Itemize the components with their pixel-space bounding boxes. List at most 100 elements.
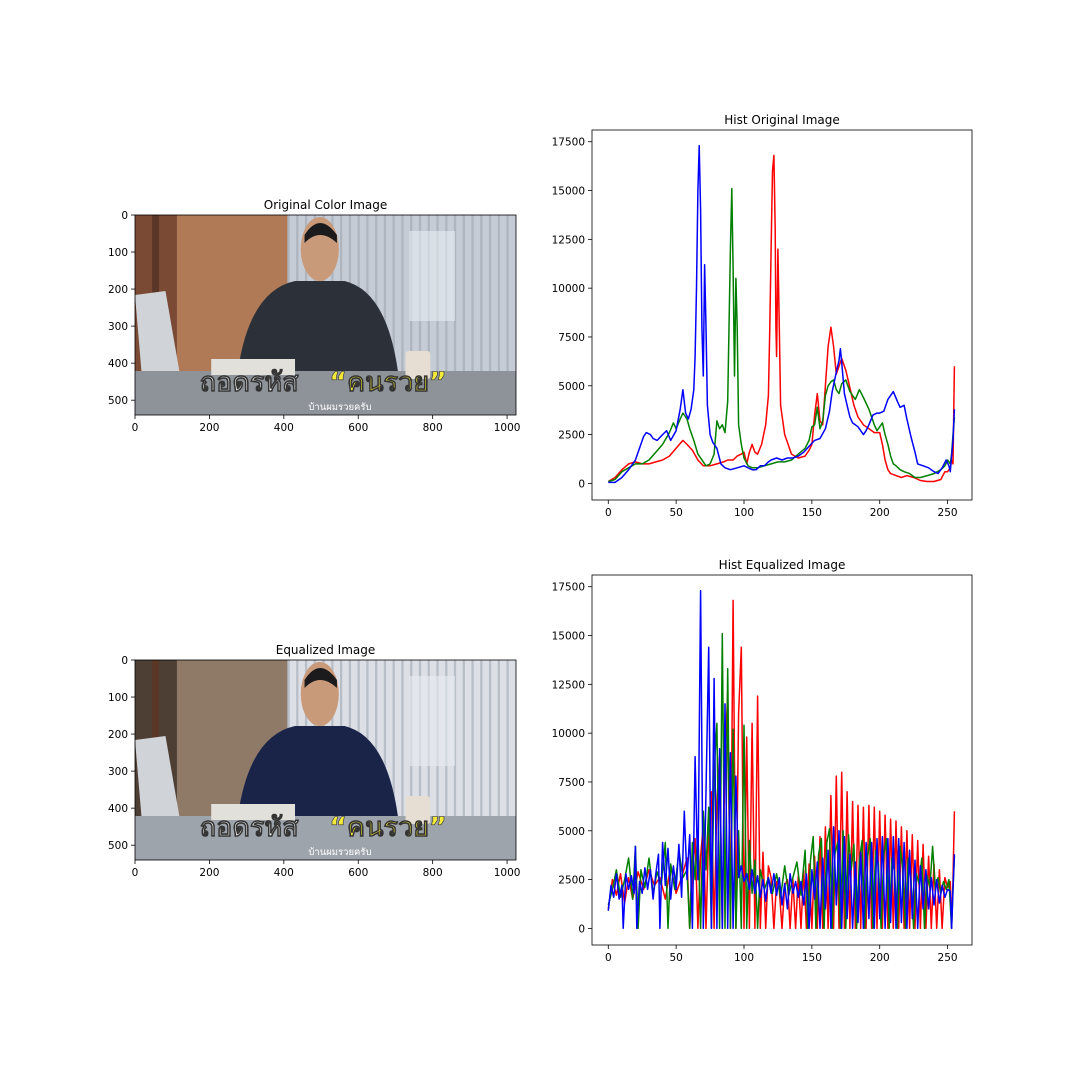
blind-slat	[462, 660, 465, 816]
mug	[405, 796, 431, 824]
x-tick-label: 0	[132, 422, 139, 434]
y-tick-label: 17500	[552, 137, 585, 149]
x-tick-label: 400	[274, 422, 294, 434]
x-tick-label: 250	[938, 952, 958, 964]
caption-main: ถอดรหัส	[200, 367, 299, 398]
y-tick-label: 12500	[552, 679, 585, 691]
x-tick-label: 150	[802, 507, 822, 519]
x-tick-label: 200	[199, 422, 219, 434]
series-line	[608, 144, 956, 484]
x-tick-label: 0	[132, 867, 139, 879]
x-tick-label: 800	[423, 867, 443, 879]
axes-title: Hist Equalized Image	[719, 558, 846, 572]
y-tick-label: 500	[108, 395, 128, 407]
blind-slat	[392, 660, 395, 816]
x-tick-label: 600	[348, 422, 368, 434]
caption-sub: บ้านผมรวยครับ	[308, 847, 371, 858]
y-tick-label: 400	[108, 358, 128, 370]
y-tick-label: 500	[108, 840, 128, 852]
y-tick-label: 100	[108, 247, 128, 259]
blind-slat	[506, 660, 509, 816]
photo: ถอดรหัส “คนรวย” บ้านผมรวยครับ	[135, 215, 516, 415]
blind-slat	[480, 660, 483, 816]
x-tick-label: 0	[605, 507, 612, 519]
y-tick-label: 0	[121, 210, 128, 222]
x-tick-label: 0	[605, 952, 612, 964]
caption-sub: บ้านผมรวยครับ	[308, 402, 371, 413]
blind-slat	[471, 215, 474, 371]
x-tick-label: 150	[802, 952, 822, 964]
y-tick-label: 7500	[558, 777, 585, 789]
blind-slat	[506, 215, 509, 371]
x-tick-label: 400	[274, 867, 294, 879]
x-tick-label: 1000	[494, 422, 521, 434]
x-tick-label: 100	[734, 952, 754, 964]
x-tick-label: 250	[938, 507, 958, 519]
y-tick-label: 7500	[558, 332, 585, 344]
photo: ถอดรหัส “คนรวย” บ้านผมรวยครับ	[135, 660, 516, 860]
series-line	[607, 154, 956, 483]
y-tick-label: 2500	[558, 430, 585, 442]
y-tick-label: 12500	[552, 234, 585, 246]
axes-title: Hist Original Image	[724, 113, 839, 127]
axes-title: Equalized Image	[276, 643, 376, 657]
blind-slat	[401, 660, 404, 816]
y-tick-label: 0	[578, 478, 585, 490]
axes-title: Original Color Image	[264, 198, 388, 212]
shirt	[237, 726, 398, 816]
axes-frame	[591, 574, 973, 946]
y-tick-label: 5000	[558, 826, 585, 838]
desk	[135, 371, 516, 415]
axes-frame	[591, 129, 973, 501]
caption-highlight: “คนรวย”	[329, 367, 447, 398]
laptop	[135, 736, 181, 830]
blind-slat	[366, 660, 369, 816]
blind-slat	[366, 215, 369, 371]
x-tick-label: 100	[734, 507, 754, 519]
shirt	[237, 281, 398, 371]
blind-slat	[497, 660, 500, 816]
blind-slat	[488, 215, 492, 371]
y-tick-label: 15000	[552, 631, 585, 643]
x-tick-label: 600	[348, 867, 368, 879]
caption-main: ถอดรหัส	[200, 812, 299, 843]
papers	[211, 804, 296, 820]
x-tick-label: 1000	[494, 867, 521, 879]
axes-frame	[134, 214, 517, 416]
x-tick-label: 50	[669, 507, 682, 519]
blind-slat	[462, 215, 465, 371]
x-tick-label: 200	[199, 867, 219, 879]
y-tick-label: 0	[578, 923, 585, 935]
x-tick-label: 200	[870, 507, 890, 519]
window-light	[409, 676, 456, 766]
axes-frame	[134, 659, 517, 861]
mug	[405, 351, 431, 379]
y-tick-label: 200	[108, 729, 128, 741]
histogram-panel: 0 50 100 150 200 2500250050007500100001250015…	[552, 558, 973, 964]
window-light	[409, 231, 456, 321]
laptop	[135, 291, 181, 385]
blind-slat	[375, 215, 378, 371]
y-tick-label: 300	[108, 321, 128, 333]
y-tick-label: 10000	[552, 728, 585, 740]
x-tick-label: 800	[423, 422, 443, 434]
y-tick-label: 10000	[552, 283, 585, 295]
blind-slat	[401, 215, 404, 371]
series-line	[607, 589, 956, 930]
y-tick-label: 17500	[552, 582, 585, 594]
y-tick-label: 0	[121, 655, 128, 667]
hair	[304, 668, 337, 688]
image-panel: ถอดรหัส “คนรวย” บ้านผมรวยครับ 0 200 400 600 800…	[108, 198, 520, 434]
x-tick-label: 200	[870, 952, 890, 964]
blind-slat	[480, 215, 483, 371]
y-tick-label: 200	[108, 284, 128, 296]
blind-slat	[383, 660, 387, 816]
y-tick-label: 100	[108, 692, 128, 704]
desk	[135, 816, 516, 860]
hair	[304, 223, 337, 243]
caption-highlight: “คนรวย”	[329, 812, 447, 843]
blind-slat	[471, 660, 474, 816]
y-tick-label: 300	[108, 766, 128, 778]
x-tick-label: 50	[669, 952, 682, 964]
